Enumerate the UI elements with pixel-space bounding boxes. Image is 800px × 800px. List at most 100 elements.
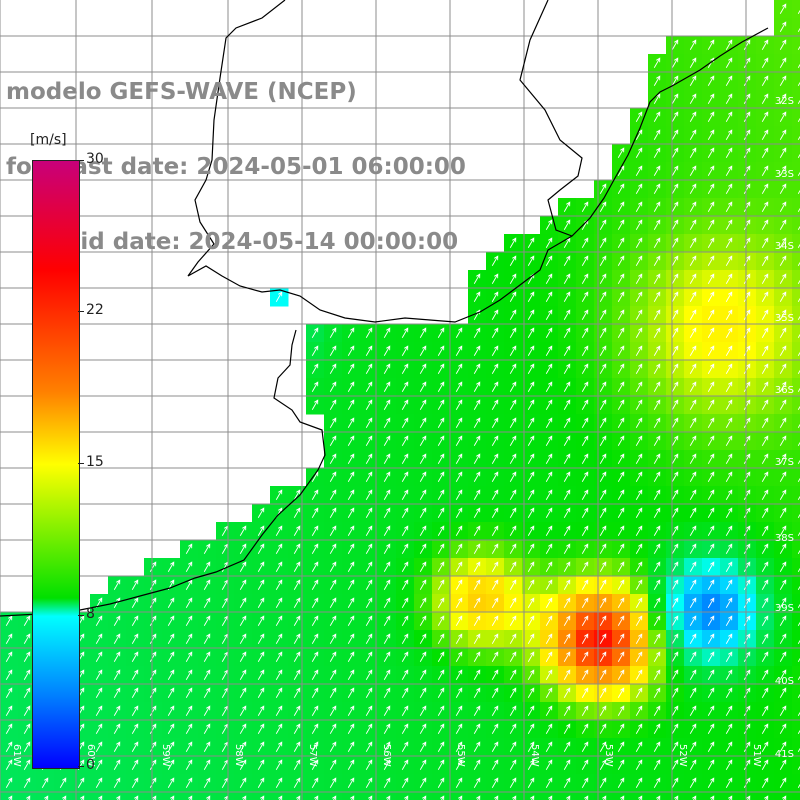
coastline-argentina bbox=[0, 329, 326, 617]
wind-arrow bbox=[527, 669, 535, 680]
wind-arrow bbox=[797, 243, 800, 248]
wind-arrow bbox=[671, 75, 679, 86]
wind-arrow bbox=[671, 723, 679, 734]
wind-arrow bbox=[527, 417, 535, 428]
wind-arrow bbox=[581, 309, 589, 320]
wind-arrow bbox=[365, 471, 373, 482]
wind-arrow bbox=[509, 633, 517, 644]
wind-arrow bbox=[419, 507, 427, 518]
wind-arrow bbox=[635, 507, 643, 518]
wind-arrow bbox=[404, 795, 409, 800]
wind-arrow bbox=[707, 687, 715, 698]
wind-arrow bbox=[473, 471, 481, 482]
wind-arrow bbox=[797, 603, 800, 608]
wind-arrow bbox=[779, 3, 787, 14]
wind-arrow bbox=[491, 759, 499, 770]
wind-arrow bbox=[473, 615, 481, 626]
wind-arrow bbox=[635, 399, 643, 410]
wind-arrow bbox=[527, 561, 535, 572]
wind-arrow bbox=[476, 795, 481, 800]
wind-arrow bbox=[743, 363, 751, 374]
wind-arrow bbox=[473, 381, 481, 392]
wind-arrow bbox=[707, 705, 715, 716]
wind-arrow bbox=[563, 777, 571, 788]
wind-arrow bbox=[203, 741, 211, 752]
wind-arrow bbox=[293, 687, 301, 698]
wind-cell bbox=[792, 630, 800, 649]
wind-arrow bbox=[185, 705, 193, 716]
wind-arrow bbox=[527, 687, 535, 698]
wind-arrow bbox=[761, 741, 769, 752]
wind-arrow bbox=[149, 777, 157, 788]
wind-arrow bbox=[617, 237, 625, 248]
wind-arrow bbox=[494, 795, 499, 800]
wind-arrow bbox=[743, 345, 751, 356]
wind-arrow bbox=[761, 147, 769, 158]
wind-arrow bbox=[509, 255, 517, 266]
wind-arrow bbox=[563, 219, 571, 230]
wind-arrow bbox=[113, 651, 121, 662]
wind-arrow bbox=[473, 273, 481, 284]
longitude-label: 51W bbox=[751, 744, 762, 767]
wind-arrow bbox=[689, 255, 697, 266]
wind-arrow bbox=[401, 345, 409, 356]
wind-arrow bbox=[491, 435, 499, 446]
wind-arrow bbox=[203, 687, 211, 698]
wind-arrow bbox=[599, 399, 607, 410]
wind-arrow bbox=[761, 417, 769, 428]
wind-arrow bbox=[545, 273, 553, 284]
wind-arrow bbox=[743, 777, 751, 788]
wind-arrow bbox=[365, 543, 373, 554]
wind-arrow bbox=[563, 705, 571, 716]
wind-arrow bbox=[797, 153, 800, 158]
wind-arrow bbox=[257, 561, 265, 572]
wind-arrow bbox=[653, 327, 661, 338]
wind-cell bbox=[666, 792, 685, 800]
wind-arrow bbox=[329, 723, 337, 734]
wind-arrow bbox=[131, 615, 139, 626]
wind-arrow bbox=[329, 507, 337, 518]
wind-arrow bbox=[383, 381, 391, 392]
wind-arrow bbox=[473, 417, 481, 428]
wind-arrow bbox=[293, 777, 301, 788]
wind-arrow bbox=[365, 453, 373, 464]
wind-arrow bbox=[239, 669, 247, 680]
wind-arrow bbox=[779, 39, 787, 50]
wind-arrow bbox=[563, 363, 571, 374]
wind-arrow bbox=[617, 273, 625, 284]
wind-arrow bbox=[653, 345, 661, 356]
wind-arrow bbox=[347, 435, 355, 446]
wind-arrow bbox=[797, 297, 800, 302]
wind-arrow bbox=[365, 651, 373, 662]
wind-arrow bbox=[347, 543, 355, 554]
wind-arrow bbox=[725, 75, 733, 86]
wind-arrow bbox=[707, 453, 715, 464]
wind-cell bbox=[792, 612, 800, 631]
wind-arrow bbox=[689, 219, 697, 230]
wind-arrow bbox=[149, 615, 157, 626]
wind-arrow bbox=[527, 345, 535, 356]
wind-arrow bbox=[563, 255, 571, 266]
wind-arrow bbox=[95, 669, 103, 680]
wind-arrow bbox=[656, 795, 661, 800]
wind-cell bbox=[378, 792, 397, 800]
wind-arrow bbox=[581, 453, 589, 464]
wind-arrow bbox=[149, 741, 157, 752]
wind-arrow bbox=[419, 651, 427, 662]
wind-arrow bbox=[797, 657, 800, 662]
wind-arrow bbox=[527, 327, 535, 338]
wind-arrow bbox=[473, 435, 481, 446]
wind-arrow bbox=[563, 327, 571, 338]
wind-arrow bbox=[653, 651, 661, 662]
wind-arrow bbox=[545, 615, 553, 626]
wind-arrow bbox=[581, 741, 589, 752]
wind-arrow bbox=[761, 453, 769, 464]
wind-arrow bbox=[473, 525, 481, 536]
wind-arrow bbox=[797, 549, 800, 554]
wind-arrow bbox=[743, 435, 751, 446]
wind-cell bbox=[630, 792, 649, 800]
wind-arrow bbox=[509, 687, 517, 698]
wind-cell bbox=[792, 90, 800, 109]
wind-arrow bbox=[437, 669, 445, 680]
wind-arrow bbox=[617, 219, 625, 230]
